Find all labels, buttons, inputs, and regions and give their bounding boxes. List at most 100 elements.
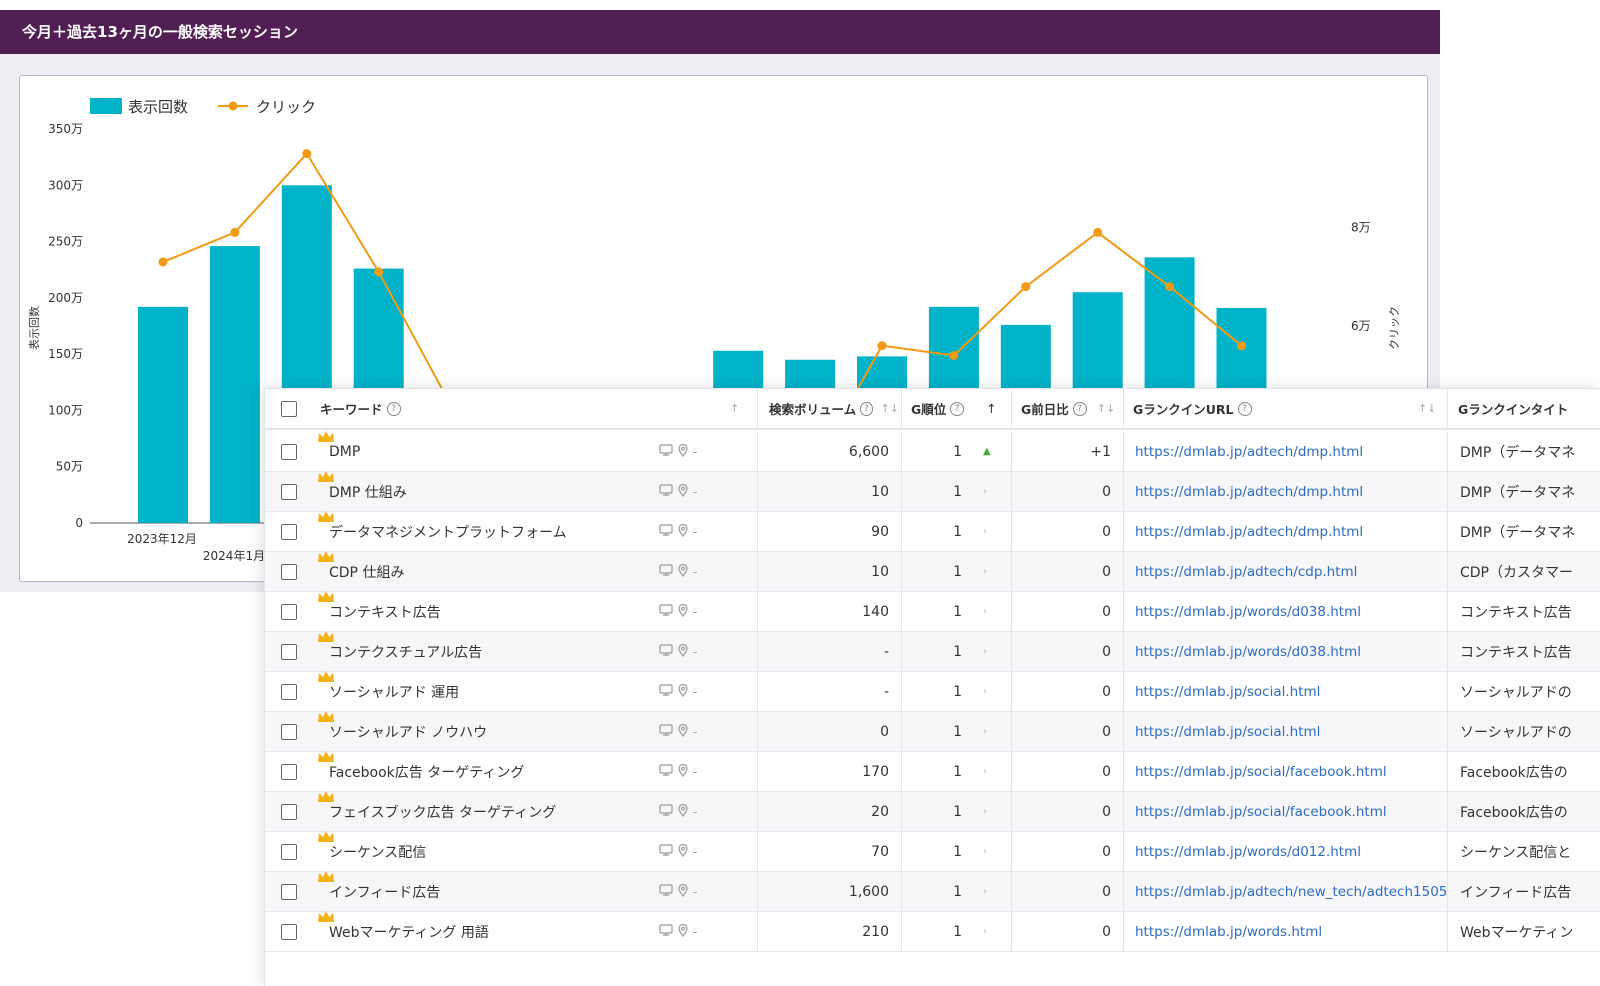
header-rank[interactable]: G順位 ? ↑ (911, 389, 1011, 428)
sort-icon[interactable]: ↑↓ (880, 402, 899, 415)
location-pin-icon[interactable] (678, 563, 688, 580)
monitor-icon[interactable] (659, 484, 673, 499)
help-icon[interactable]: ? (860, 401, 873, 416)
keyword-text[interactable]: DMP (329, 443, 361, 460)
keyword-text[interactable]: ソーシャルアド 運用 (329, 684, 460, 701)
location-pin-icon[interactable] (678, 763, 688, 780)
volume-value: 0 (880, 723, 889, 740)
rank-in-url-link[interactable]: https://dmlab.jp/adtech/dmp.html (1135, 483, 1364, 500)
rank-in-url-link[interactable]: https://dmlab.jp/social.html (1135, 723, 1321, 740)
location-pin-icon[interactable] (678, 723, 688, 740)
row-select-cell (281, 432, 301, 471)
help-icon[interactable]: ? (1072, 401, 1087, 416)
rank-in-url-link[interactable]: https://dmlab.jp/adtech/dmp.html (1135, 443, 1364, 460)
location-pin-icon[interactable] (678, 923, 688, 940)
row-checkbox[interactable] (281, 603, 297, 620)
monitor-icon[interactable] (659, 644, 673, 659)
monitor-icon[interactable] (659, 684, 673, 699)
row-checkbox[interactable] (281, 483, 297, 500)
keyword-text[interactable]: データマネジメントプラットフォーム (329, 524, 567, 541)
location-pin-icon[interactable] (678, 683, 688, 700)
keyword-text[interactable]: ソーシャルアド ノウハウ (329, 724, 488, 741)
row-checkbox[interactable] (281, 723, 297, 740)
keyword-text[interactable]: コンテクスチュアル広告 (329, 644, 483, 661)
location-pin-icon[interactable] (678, 603, 688, 620)
rank-in-title: コンテキスト広告 (1460, 644, 1572, 661)
keyword-text[interactable]: CDP 仕組み (329, 564, 405, 581)
rank-in-url-link[interactable]: https://dmlab.jp/words/d038.html (1135, 643, 1362, 660)
rank-in-title: コンテキスト広告 (1460, 604, 1572, 621)
device-location-cell: - (659, 912, 729, 951)
header-url[interactable]: GランクインURL ? ↑↓ (1133, 389, 1433, 428)
keyword-text[interactable]: Facebook広告 ターゲティング (329, 764, 525, 781)
select-all-checkbox[interactable] (281, 400, 297, 417)
sort-icon[interactable]: ↑↓ (730, 402, 740, 415)
chevron-right-icon: › (983, 726, 987, 737)
row-checkbox[interactable] (281, 643, 297, 660)
rank-in-url-link[interactable]: https://dmlab.jp/social/facebook.html (1135, 803, 1387, 820)
keyword-text[interactable]: シーケンス配信 (329, 844, 427, 861)
panel-title: 今月＋過去13ヶ月の一般検索セッション (0, 10, 1440, 54)
location-pin-icon[interactable] (678, 803, 688, 820)
help-icon[interactable]: ? (386, 401, 401, 416)
location-pin-icon[interactable] (678, 643, 688, 660)
keyword-text[interactable]: Webマーケティング 用語 (329, 924, 489, 941)
keyword-text[interactable]: DMP 仕組み (329, 484, 407, 501)
header-rank-label: G順位 (911, 402, 947, 417)
monitor-icon[interactable] (659, 924, 673, 939)
rank-in-url-link[interactable]: https://dmlab.jp/social.html (1135, 683, 1321, 700)
monitor-icon[interactable] (659, 524, 673, 539)
monitor-icon[interactable] (659, 604, 673, 619)
click-point (1093, 227, 1103, 237)
rank-in-url-link[interactable]: https://dmlab.jp/words.html (1135, 923, 1323, 940)
location-pin-icon[interactable] (678, 883, 688, 900)
row-checkbox[interactable] (281, 523, 297, 540)
row-checkbox[interactable] (281, 683, 297, 700)
row-select-cell (281, 672, 301, 711)
monitor-icon[interactable] (659, 804, 673, 819)
help-icon[interactable]: ? (1237, 401, 1252, 416)
header-volume[interactable]: 検索ボリューム ? ↑↓ (769, 389, 899, 428)
sort-icon[interactable]: ↑↓ (1418, 402, 1433, 415)
monitor-icon[interactable] (659, 724, 673, 739)
sort-icon[interactable]: ↑↓ (1096, 402, 1116, 415)
location-pin-icon[interactable] (678, 843, 688, 860)
rank-in-url-link[interactable]: https://dmlab.jp/adtech/dmp.html (1135, 523, 1364, 540)
rank-in-url-link[interactable]: https://dmlab.jp/adtech/new_tech/adtech1… (1135, 883, 1447, 900)
location-pin-icon[interactable] (678, 483, 688, 500)
device-location-cell: - (659, 472, 729, 511)
header-title[interactable]: Gランクインタイト (1458, 389, 1600, 428)
rank-in-url-link[interactable]: https://dmlab.jp/words/d038.html (1135, 603, 1362, 620)
location-pin-icon[interactable] (678, 523, 688, 540)
rank-up-icon: ▲ (983, 446, 991, 457)
rank-in-title: DMP（データマネ (1460, 484, 1576, 501)
rank-in-url-link[interactable]: https://dmlab.jp/social/facebook.html (1135, 763, 1387, 780)
location-pin-icon[interactable] (678, 443, 688, 460)
volume-value: 10 (871, 483, 889, 500)
keyword-text[interactable]: フェイスブック広告 ターゲティング (329, 804, 557, 821)
rank-in-url-link[interactable]: https://dmlab.jp/adtech/cdp.html (1135, 563, 1358, 580)
header-keyword[interactable]: キーワード ? ↑↓ (320, 389, 740, 428)
table-row: ソーシャルアド 運用 - - 1 › 0 https://dmlab.jp/social.h… (265, 671, 1600, 712)
row-checkbox[interactable] (281, 923, 297, 940)
monitor-icon[interactable] (659, 564, 673, 579)
monitor-icon[interactable] (659, 844, 673, 859)
sort-asc-icon[interactable]: ↑ (986, 401, 997, 416)
row-checkbox[interactable] (281, 763, 297, 780)
table-row: DMP - 6,600 1 ▲ +1 https://dmlab.jp/adtech/dmp… (265, 431, 1600, 472)
row-checkbox[interactable] (281, 843, 297, 860)
row-checkbox[interactable] (281, 883, 297, 900)
row-checkbox[interactable] (281, 563, 297, 580)
rank-in-url-link[interactable]: https://dmlab.jp/words/d012.html (1135, 843, 1362, 860)
y-left-tick-label: 0 (75, 516, 83, 530)
keyword-text[interactable]: インフィード広告 (329, 884, 441, 901)
row-checkbox[interactable] (281, 803, 297, 820)
x-tick-label: 2024年1月 (203, 549, 265, 563)
monitor-icon[interactable] (659, 764, 673, 779)
row-checkbox[interactable] (281, 443, 297, 460)
monitor-icon[interactable] (659, 884, 673, 899)
monitor-icon[interactable] (659, 444, 673, 459)
keyword-text[interactable]: コンテキスト広告 (329, 604, 441, 621)
header-diff[interactable]: G前日比 ? ↑↓ (1021, 389, 1131, 428)
help-icon[interactable]: ? (950, 401, 965, 416)
